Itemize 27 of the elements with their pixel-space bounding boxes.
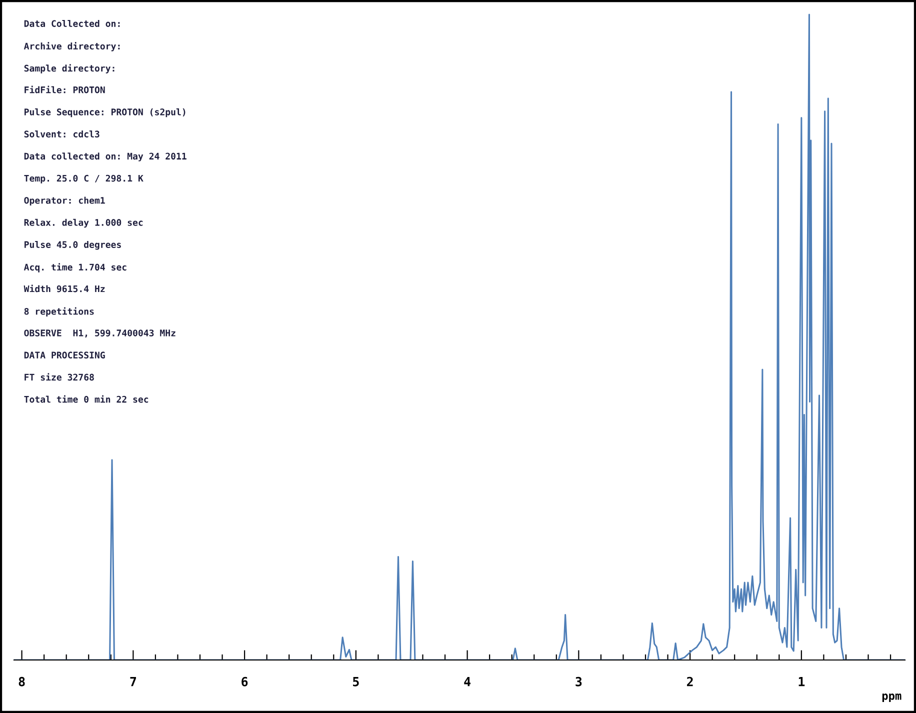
annotation: Acq. time 1.704 sec (24, 263, 126, 272)
annotation: Data Collected on: (24, 20, 120, 27)
x-axis-title: ppm (882, 694, 902, 702)
annotation: Relax. delay 1.000 sec (24, 218, 143, 228)
x-tick-label: 4 (464, 677, 470, 686)
x-tick-label: 7 (130, 677, 136, 686)
annotation: Width 9615.4 Hz (24, 284, 105, 292)
annotation: OBSERVE H1, 599.7400043 MHz (24, 330, 176, 338)
annotation: Sample directory: (24, 64, 114, 74)
x-tick-label: 8 (18, 676, 25, 686)
x-tick-label: 5 (353, 677, 359, 686)
annotation: Archive directory: (24, 42, 120, 52)
annotation: Pulse 45.0 degrees (24, 240, 121, 250)
x-tick-label: 3 (576, 676, 582, 686)
annotation: 8 repetitions (24, 307, 94, 317)
x-tick-label: 6 (242, 676, 248, 686)
annotation: Pulse Sequence: PROTON (s2pul) (24, 108, 186, 118)
annotation: Solvent: cdcl3 (24, 130, 100, 138)
annotation: FidFile: PROTON (24, 86, 105, 94)
annotation: FT size 32768 (24, 373, 94, 381)
x-tick-label: 1 (798, 677, 805, 686)
annotation: Total time 0 min 22 sec (24, 395, 148, 403)
annotation: Temp. 25.0 C / 298.1 K (24, 174, 144, 184)
annotation: DATA PROCESSING (24, 352, 105, 358)
annotation: Operator: chem1 (24, 196, 105, 206)
annotation: Data collected on: May 24 2011 (24, 152, 186, 162)
x-tick-label: 2 (686, 676, 693, 686)
